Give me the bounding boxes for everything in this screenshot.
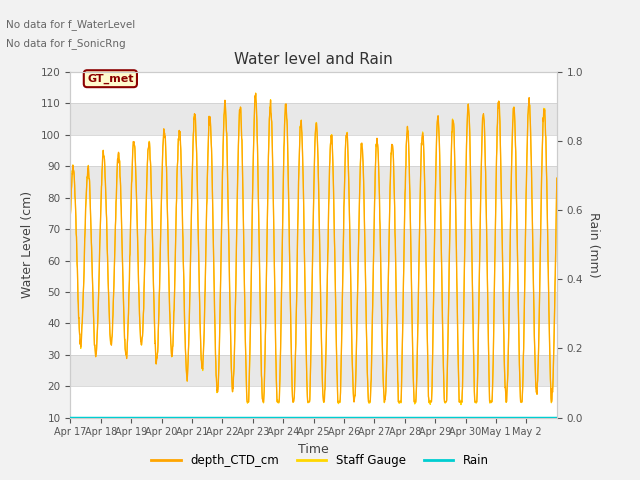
Bar	[70, 386, 557, 418]
Bar	[70, 229, 557, 261]
Text: GT_met: GT_met	[87, 73, 134, 84]
Y-axis label: Rain (mm): Rain (mm)	[587, 212, 600, 277]
Bar	[70, 198, 557, 229]
Bar	[70, 324, 557, 355]
Text: No data for f_SonicRng: No data for f_SonicRng	[6, 38, 126, 49]
Title: Water level and Rain: Water level and Rain	[234, 52, 393, 67]
Text: No data for f_WaterLevel: No data for f_WaterLevel	[6, 19, 136, 30]
Bar	[70, 261, 557, 292]
Bar	[70, 135, 557, 166]
X-axis label: Time: Time	[298, 443, 329, 456]
Y-axis label: Water Level (cm): Water Level (cm)	[21, 191, 34, 299]
Legend: depth_CTD_cm, Staff Gauge, Rain: depth_CTD_cm, Staff Gauge, Rain	[147, 449, 493, 472]
Bar	[70, 103, 557, 135]
Bar	[70, 292, 557, 324]
Bar	[70, 166, 557, 198]
Bar	[70, 72, 557, 103]
Bar	[70, 355, 557, 386]
